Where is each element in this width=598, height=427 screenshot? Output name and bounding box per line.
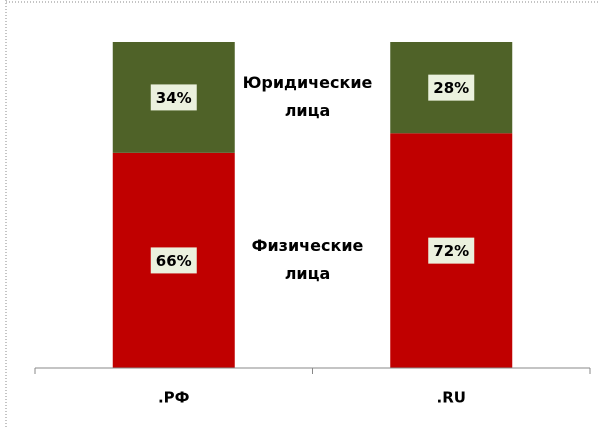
- value-label-box: [150, 247, 197, 274]
- value-label: 28%: [433, 79, 469, 97]
- value-label: 72%: [433, 242, 469, 260]
- value-label: 66%: [156, 252, 192, 270]
- series-label: Физические лица: [251, 236, 364, 284]
- series-label: Юридические лица: [242, 73, 373, 121]
- x-tick-label: .RU: [437, 389, 466, 407]
- value-label: 34%: [156, 89, 192, 107]
- value-label-box: [428, 74, 475, 101]
- value-label-box: [150, 84, 197, 111]
- value-label-box: [428, 237, 475, 264]
- x-tick-label: .РФ: [158, 389, 190, 407]
